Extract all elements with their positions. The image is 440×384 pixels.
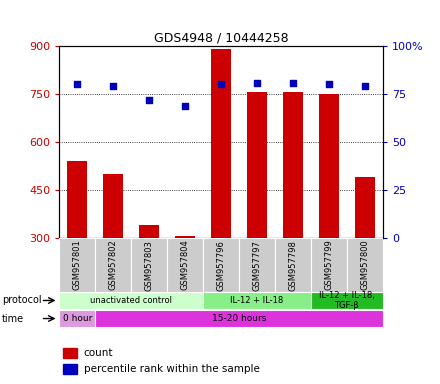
Point [253, 79, 260, 86]
Text: GSM957797: GSM957797 [253, 240, 261, 291]
Text: 0 hour: 0 hour [62, 314, 92, 323]
Bar [203, 292, 311, 309]
Title: GDS4948 / 10444258: GDS4948 / 10444258 [154, 32, 288, 45]
Point [218, 81, 225, 88]
Bar [175, 237, 195, 238]
Bar [347, 238, 383, 292]
Point [74, 81, 81, 88]
Bar [62, 364, 77, 374]
Bar [167, 238, 203, 292]
Point [110, 83, 117, 89]
Text: count: count [84, 348, 113, 358]
Bar [95, 238, 131, 292]
Bar [275, 238, 311, 292]
Text: GSM957803: GSM957803 [145, 240, 154, 291]
Point [326, 81, 333, 88]
Bar [59, 310, 95, 327]
Text: GSM957801: GSM957801 [73, 240, 82, 290]
Text: IL-12 + IL-18,
TGF-β: IL-12 + IL-18, TGF-β [319, 291, 375, 310]
Bar [62, 348, 77, 358]
Point [290, 79, 297, 86]
Point [361, 83, 368, 89]
Text: GSM957799: GSM957799 [324, 240, 334, 290]
Text: unactivated control: unactivated control [90, 296, 172, 305]
Bar [139, 225, 159, 238]
Bar [311, 238, 347, 292]
Text: GSM957802: GSM957802 [109, 240, 118, 290]
Bar [355, 177, 375, 238]
Bar [319, 94, 339, 238]
Text: percentile rank within the sample: percentile rank within the sample [84, 364, 260, 374]
Bar [67, 161, 87, 238]
Text: GSM957796: GSM957796 [216, 240, 226, 291]
Point [182, 103, 189, 109]
Bar [211, 49, 231, 238]
Text: protocol: protocol [2, 295, 42, 305]
Bar [59, 238, 95, 292]
Bar [103, 174, 123, 238]
Bar [239, 238, 275, 292]
Bar [131, 238, 167, 292]
Bar [95, 310, 383, 327]
Text: GSM957800: GSM957800 [360, 240, 369, 290]
Bar [247, 93, 267, 238]
Text: GSM957798: GSM957798 [289, 240, 297, 291]
Text: IL-12 + IL-18: IL-12 + IL-18 [231, 296, 284, 305]
Bar [203, 238, 239, 292]
Point [146, 97, 153, 103]
Text: GSM957804: GSM957804 [181, 240, 190, 290]
Bar [59, 292, 203, 309]
Text: time: time [2, 314, 24, 324]
Bar [283, 93, 303, 238]
Bar [311, 292, 383, 309]
Text: 15-20 hours: 15-20 hours [212, 314, 266, 323]
